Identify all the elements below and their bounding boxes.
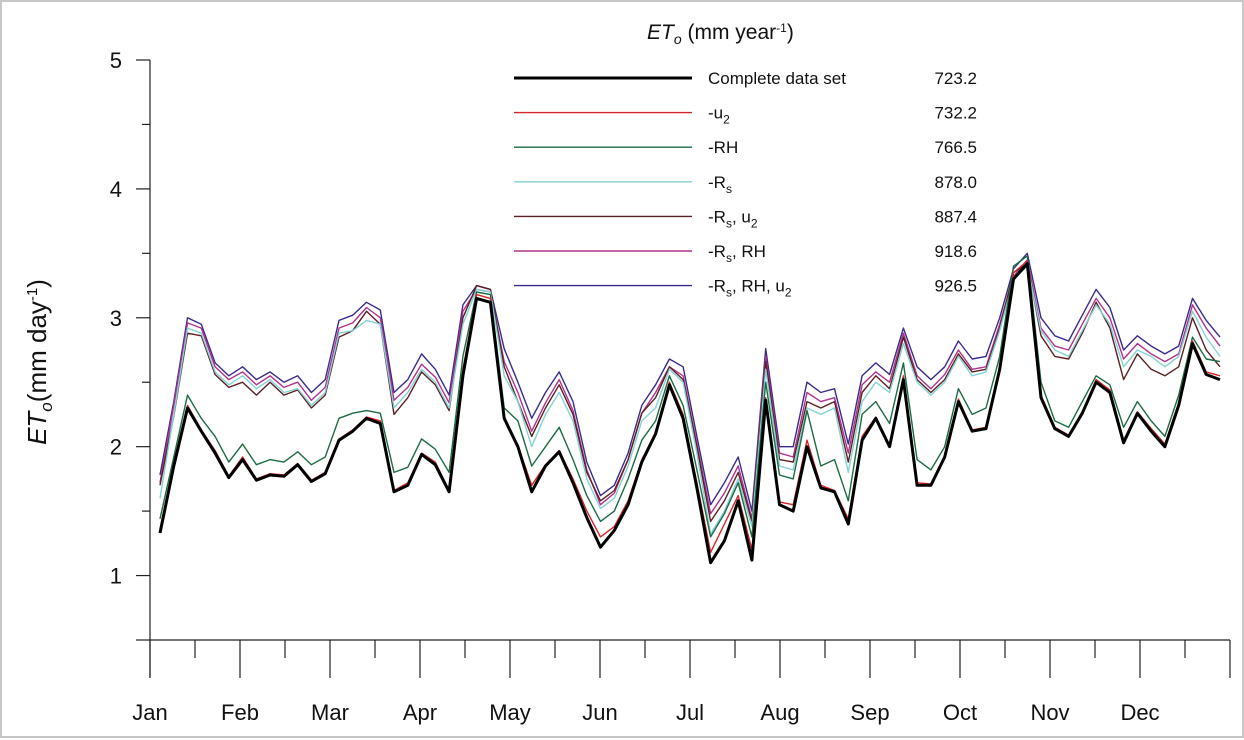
legend-total: 723.2 — [934, 69, 977, 88]
legend-label-text: Complete data set — [708, 69, 846, 88]
x-tick-label: Jun — [582, 700, 617, 725]
legend-label-text: -RH — [708, 138, 738, 157]
legend-total: 926.5 — [934, 277, 977, 296]
legend-label: -Rs, RH — [708, 242, 766, 265]
ylabel-end: ) — [22, 279, 52, 288]
legend-label-sub2: 2 — [785, 286, 792, 300]
y-axis: 1 2 3 4 5 — [110, 48, 151, 678]
legend-title-end: ) — [787, 21, 794, 44]
ylabel-sub: o — [37, 402, 56, 411]
legend-label-text: -R — [708, 173, 726, 192]
x-tick-label: Aug — [760, 700, 799, 725]
legend-title-sub: o — [674, 31, 682, 47]
x-tick-label: Sep — [850, 700, 889, 725]
legend-total: 766.5 — [934, 138, 977, 157]
x-tick-label: Nov — [1030, 700, 1069, 725]
x-axis: Jan Feb Mar Apr May Jun Jul Aug Sep Oct Nov Dec — [132, 639, 1231, 725]
x-tick-label: Jan — [132, 700, 167, 725]
series-line — [159, 262, 1221, 523]
y-axis-label: ETo(mm day-1) — [22, 279, 56, 445]
legend-label-text: -R — [708, 207, 726, 226]
y-tick-label: 2 — [110, 435, 122, 460]
y-tick-label: 3 — [110, 306, 122, 331]
y-tick-label: 1 — [110, 564, 122, 589]
x-tick-label: Dec — [1120, 700, 1159, 725]
legend-title: ETo (mm year-1) — [647, 21, 794, 47]
ylabel-sup: -1 — [24, 288, 41, 301]
legend-title-sup: -1 — [776, 21, 787, 35]
x-tick-label: Oct — [943, 700, 977, 725]
legend-label-sub: s — [726, 286, 732, 300]
legend-total: 878.0 — [934, 173, 977, 192]
legend-total: 732.2 — [934, 104, 977, 123]
series-line — [159, 259, 1221, 520]
series-lines — [158, 252, 1221, 565]
legend-label-sub: 2 — [723, 113, 730, 127]
legend-label: -Rs, RH, u2 — [708, 277, 792, 300]
legend-label-sub2: 2 — [751, 216, 758, 230]
x-tick-label: Mar — [311, 700, 349, 725]
legend-label-sub: s — [726, 182, 732, 196]
series-line — [158, 262, 1221, 565]
legend-title-rest: (mm year — [682, 21, 777, 44]
series-line — [159, 265, 1221, 535]
legend-label: -Rs — [708, 173, 732, 196]
y-tick-label: 4 — [110, 177, 122, 202]
legend-title-main: ET — [647, 21, 676, 44]
legend-label-text: -u — [708, 104, 723, 123]
legend: ETo (mm year-1)Complete data set 723.2-u2… — [514, 21, 977, 300]
legend-total: 918.6 — [934, 242, 977, 261]
legend-label: -RH — [708, 138, 738, 157]
legend-label: -u2 — [708, 104, 730, 127]
legend-label: Complete data set — [708, 69, 846, 88]
legend-label-sub: s — [726, 216, 732, 230]
ylabel-main: ET — [22, 410, 52, 445]
x-tick-label: Feb — [221, 700, 259, 725]
legend-label: -Rs, u2 — [708, 207, 758, 230]
legend-label-text: -R — [708, 277, 726, 296]
y-tick-label: 5 — [110, 48, 122, 73]
ylabel-rest: (mm day — [22, 301, 52, 402]
legend-label-sub: s — [726, 251, 732, 265]
legend-label-rest: , RH, u — [732, 277, 785, 296]
x-tick-label: Jul — [676, 700, 704, 725]
legend-label-rest: , RH — [732, 242, 766, 261]
x-tick-label: May — [489, 700, 531, 725]
series-line — [159, 255, 1221, 538]
series-line — [159, 252, 1221, 512]
legend-label-rest: , u — [732, 207, 751, 226]
legend-label-text: -R — [708, 242, 726, 261]
x-tick-label: Apr — [403, 700, 437, 725]
legend-total: 887.4 — [934, 207, 977, 226]
